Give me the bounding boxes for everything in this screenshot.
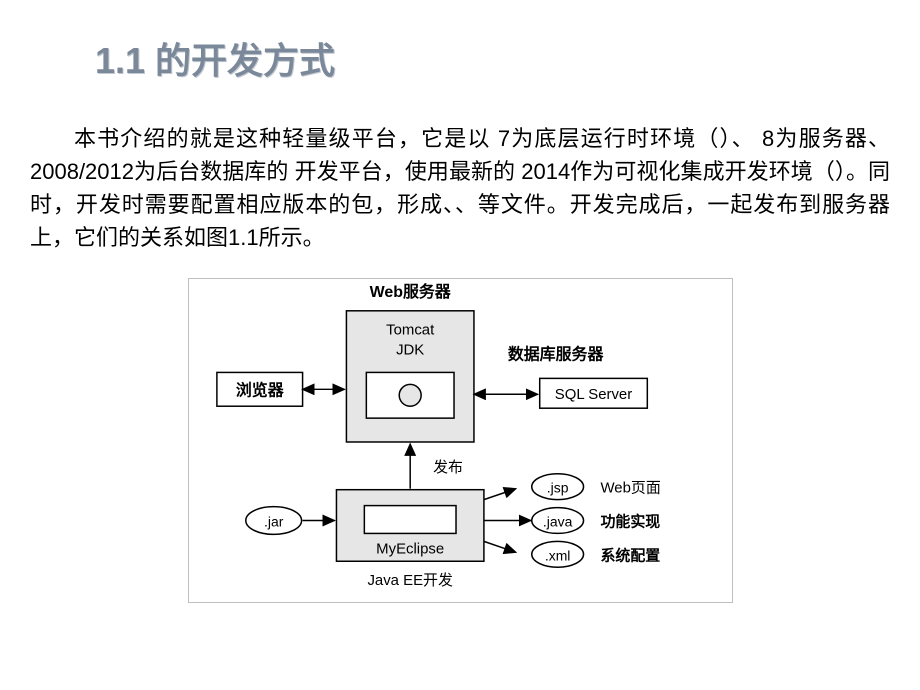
myeclipse-label: MyEclipse xyxy=(376,540,444,557)
eclipse-to-xml xyxy=(484,541,516,552)
sql-label: SQL Server xyxy=(555,386,632,403)
browser-label: 浏览器 xyxy=(236,380,285,399)
db-server-title: 数据库服务器 xyxy=(508,345,605,364)
inner-eclipse-slot xyxy=(364,506,456,534)
section-heading: 1.1 的开发方式 xyxy=(95,32,335,84)
circle-marker xyxy=(399,384,421,406)
architecture-diagram: Web服务器 Tomcat JDK 浏览器 数据库服务器 SQL Server 发布 .jar… xyxy=(188,278,733,603)
xml-label: .xml xyxy=(545,547,571,563)
jdk-label: JDK xyxy=(396,342,424,359)
sysconf-label: 系统配置 xyxy=(600,546,660,564)
eclipse-to-jsp xyxy=(484,489,516,500)
diagram-svg: Web服务器 Tomcat JDK 浏览器 数据库服务器 SQL Server 发布 .jar… xyxy=(189,279,732,602)
webpage-label: Web页面 xyxy=(600,480,660,497)
jsp-label: .jsp xyxy=(547,480,569,496)
java-label: .java xyxy=(543,513,573,529)
javaee-label: Java EE开发 xyxy=(367,572,453,589)
publish-label: 发布 xyxy=(433,459,463,476)
func-label: 功能实现 xyxy=(600,512,660,530)
web-server-title: Web服务器 xyxy=(370,282,452,301)
jar-label: .jar xyxy=(264,513,284,529)
tomcat-label: Tomcat xyxy=(386,322,435,339)
intro-paragraph: 本书介绍的就是这种轻量级平台，它是以 7为底层运行时环境（）、 8为服务器、 2… xyxy=(30,122,890,254)
